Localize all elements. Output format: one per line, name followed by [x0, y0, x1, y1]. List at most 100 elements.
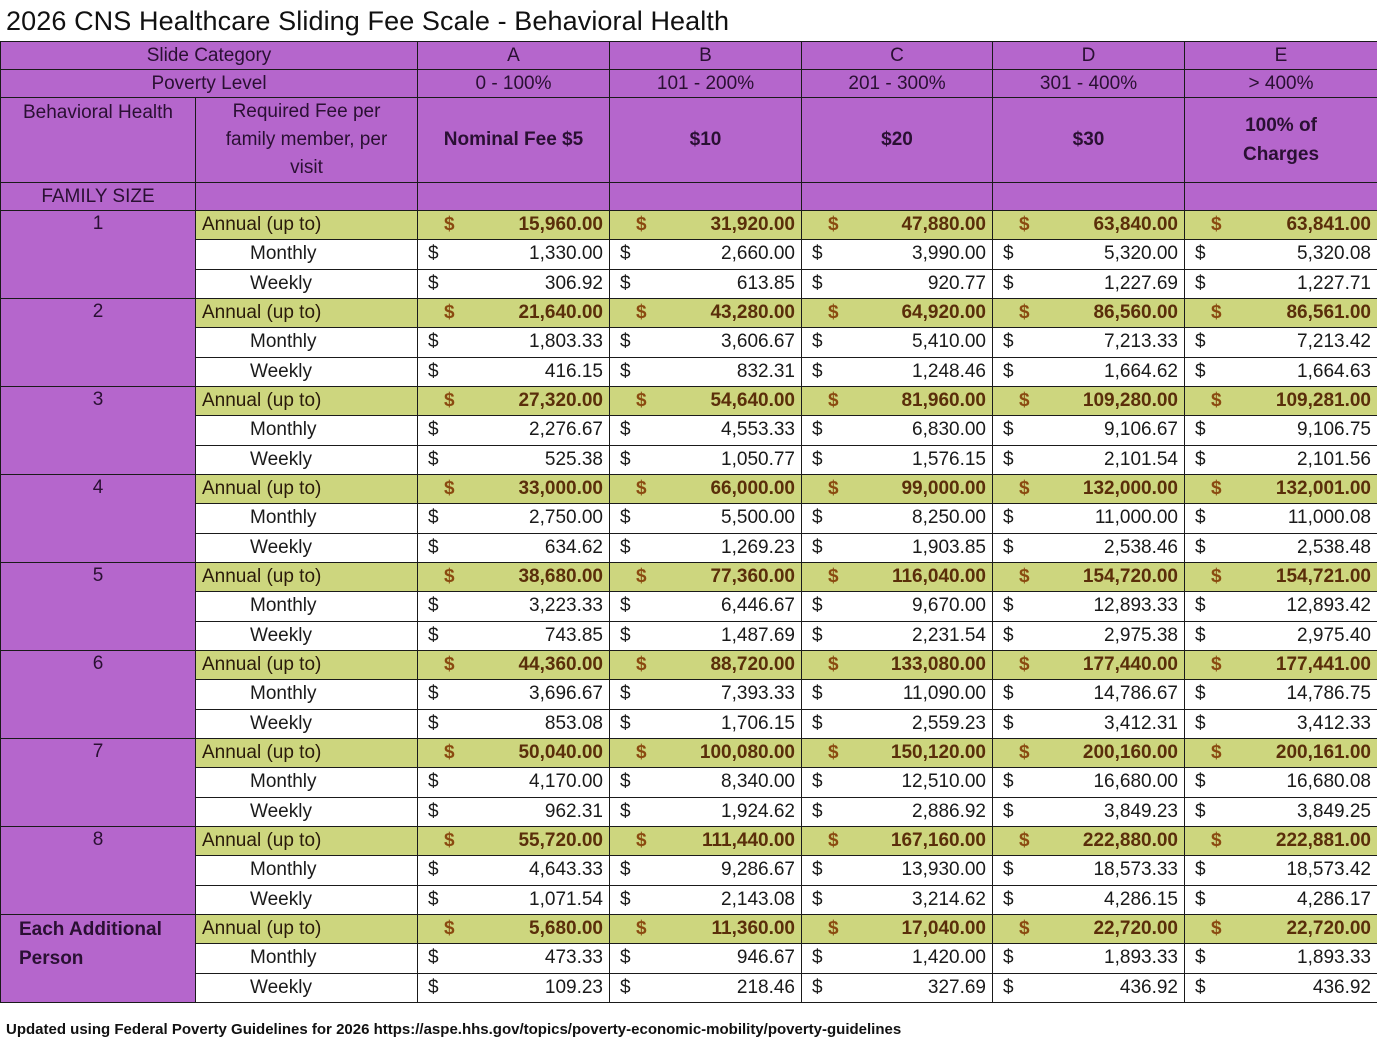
dollar-sign: $ — [1003, 712, 1014, 734]
annual-label: Annual (up to) — [195, 562, 418, 592]
weekly-amount-cell: $2,975.40 — [1184, 620, 1377, 651]
monthly-amount: 13,930.00 — [901, 859, 986, 881]
dollar-sign: $ — [1211, 566, 1222, 587]
annual-amount-cell: $150,120.00 — [801, 738, 993, 768]
dollar-sign: $ — [1195, 947, 1206, 969]
weekly-amount: 2,101.56 — [1297, 448, 1371, 470]
dollar-sign: $ — [1003, 947, 1014, 969]
annual-label: Annual (up to) — [195, 210, 418, 240]
weekly-amount: 1,706.15 — [721, 712, 795, 734]
dollar-sign: $ — [1195, 448, 1206, 470]
weekly-amount: 4,286.17 — [1297, 888, 1371, 910]
monthly-amount: 1,420.00 — [912, 947, 986, 969]
dollar-sign: $ — [828, 478, 839, 499]
annual-row: 6 Annual (up to) $44,360.00 $88,720.00 $133,… — [0, 650, 1377, 739]
monthly-label: Monthly — [195, 327, 418, 358]
weekly-label: Weekly — [195, 620, 418, 651]
dollar-sign: $ — [444, 214, 455, 235]
weekly-label: Weekly — [195, 268, 418, 299]
dollar-sign: $ — [444, 566, 455, 587]
weekly-amount: 853.08 — [544, 712, 603, 734]
annual-amount: 33,000.00 — [518, 478, 603, 499]
monthly-amount: 7,393.33 — [721, 683, 795, 705]
dollar-sign: $ — [1003, 888, 1014, 910]
family-size-cell: 2 — [0, 298, 196, 387]
weekly-amount-cell: $634.62 — [417, 532, 610, 563]
weekly-amount: 1,924.62 — [721, 800, 795, 822]
dollar-sign: $ — [1195, 507, 1206, 529]
monthly-amount-cell: $1,420.00 — [801, 943, 993, 974]
dollar-sign: $ — [636, 478, 647, 499]
dollar-sign: $ — [636, 830, 647, 851]
monthly-amount-cell: $3,696.67 — [417, 679, 610, 710]
monthly-label: Monthly — [195, 855, 418, 886]
annual-amount-cell: $116,040.00 — [801, 562, 993, 592]
annual-amount-cell: $200,161.00 — [1184, 738, 1377, 768]
dollar-sign: $ — [428, 976, 439, 998]
annual-amount-cell: $17,040.00 — [801, 914, 993, 944]
monthly-label: Monthly — [195, 591, 418, 622]
fee-b: $10 — [609, 97, 802, 183]
weekly-amount: 1,071.54 — [529, 888, 603, 910]
dollar-sign: $ — [428, 448, 439, 470]
dollar-sign: $ — [620, 712, 631, 734]
weekly-amount-cell: $2,143.08 — [609, 884, 802, 915]
dollar-sign: $ — [1211, 478, 1222, 499]
weekly-amount-cell: $853.08 — [417, 708, 610, 739]
weekly-amount-cell: $2,231.54 — [801, 620, 993, 651]
dollar-sign: $ — [620, 595, 631, 617]
dollar-sign: $ — [828, 302, 839, 323]
category-d: D — [992, 41, 1185, 70]
annual-amount-cell: $200,160.00 — [992, 738, 1185, 768]
monthly-amount: 6,830.00 — [912, 419, 986, 441]
dollar-sign: $ — [620, 448, 631, 470]
monthly-amount-cell: $11,000.08 — [1184, 503, 1377, 534]
monthly-amount-cell: $5,320.08 — [1184, 239, 1377, 270]
poverty-level-d: 301 - 400% — [992, 69, 1185, 98]
weekly-row: Weekly $525.38 $1,050.77 $1,576.15 $2,101.54… — [1, 444, 1377, 475]
dollar-sign: $ — [1195, 595, 1206, 617]
dollar-sign: $ — [1019, 214, 1030, 235]
dollar-sign: $ — [812, 859, 823, 881]
monthly-amount: 1,330.00 — [529, 243, 603, 265]
annual-amount-cell: $63,841.00 — [1184, 210, 1377, 240]
annual-amount-cell: $222,880.00 — [992, 826, 1185, 856]
monthly-amount-cell: $18,573.42 — [1184, 855, 1377, 886]
annual-amount-cell: $222,881.00 — [1184, 826, 1377, 856]
annual-amount-cell: $154,720.00 — [992, 562, 1185, 592]
annual-amount: 22,720.00 — [1093, 918, 1178, 939]
annual-amount-cell: $66,000.00 — [609, 474, 802, 504]
weekly-amount: 2,975.40 — [1297, 624, 1371, 646]
dollar-sign: $ — [812, 360, 823, 382]
dollar-sign: $ — [620, 683, 631, 705]
annual-amount-cell: $63,840.00 — [992, 210, 1185, 240]
monthly-amount: 7,213.33 — [1104, 331, 1178, 353]
dollar-sign: $ — [636, 390, 647, 411]
monthly-amount-cell: $4,643.33 — [417, 855, 610, 886]
family-size-cell: 4 — [0, 474, 196, 563]
annual-amount-cell: $111,440.00 — [609, 826, 802, 856]
dollar-sign: $ — [428, 272, 439, 294]
weekly-amount-cell: $525.38 — [417, 444, 610, 475]
annual-amount: 88,720.00 — [710, 654, 795, 675]
monthly-label: Monthly — [195, 767, 418, 798]
empty-cell — [195, 182, 418, 211]
weekly-amount: 634.62 — [544, 536, 603, 558]
category-e: E — [1184, 41, 1377, 70]
monthly-amount: 18,573.33 — [1093, 859, 1178, 881]
weekly-amount: 306.92 — [544, 272, 603, 294]
monthly-amount: 14,786.67 — [1093, 683, 1178, 705]
annual-row: Each Additional Person Annual (up to) $5,6… — [0, 914, 1377, 1003]
monthly-amount-cell: $5,410.00 — [801, 327, 993, 358]
annual-row: 7 Annual (up to) $50,040.00 $100,080.00 $150… — [0, 738, 1377, 827]
annual-amount: 77,360.00 — [710, 566, 795, 587]
annual-row: 8 Annual (up to) $55,720.00 $111,440.00 $167… — [0, 826, 1377, 915]
weekly-amount: 218.46 — [736, 976, 795, 998]
annual-amount-cell: $177,440.00 — [992, 650, 1185, 680]
monthly-amount-cell: $5,500.00 — [609, 503, 802, 534]
family-size-cell: 5 — [0, 562, 196, 651]
dollar-sign: $ — [1019, 742, 1030, 763]
weekly-amount-cell: $416.15 — [417, 356, 610, 387]
annual-amount: 11,360.00 — [711, 918, 795, 939]
dollar-sign: $ — [1195, 976, 1206, 998]
